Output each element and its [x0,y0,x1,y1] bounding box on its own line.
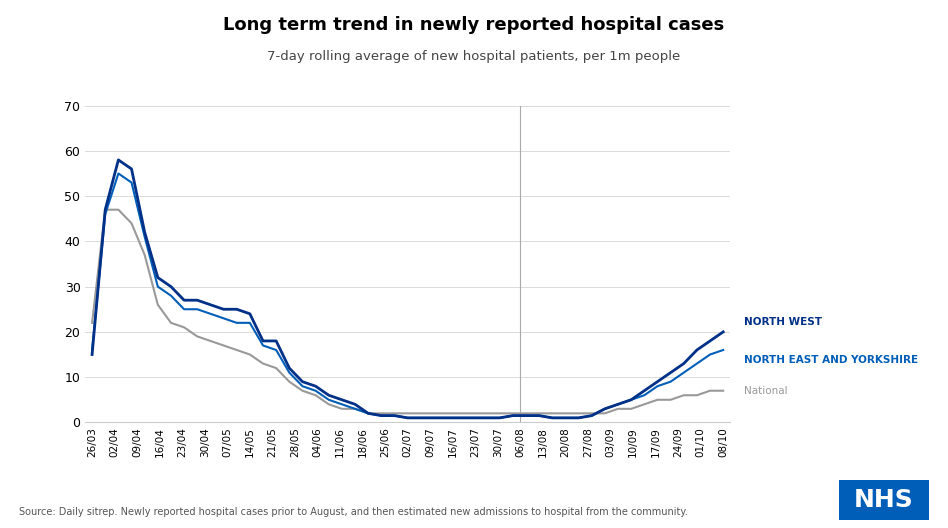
Text: National: National [744,386,788,395]
Text: Long term trend in newly reported hospital cases: Long term trend in newly reported hospit… [224,16,724,34]
Text: NORTH WEST: NORTH WEST [744,317,822,327]
Text: Source: Daily sitrep. Newly reported hospital cases prior to August, and then es: Source: Daily sitrep. Newly reported hos… [19,507,687,517]
Text: NHS: NHS [854,488,914,512]
Text: 7-day rolling average of new hospital patients, per 1m people: 7-day rolling average of new hospital pa… [267,50,681,63]
Text: NORTH EAST AND YORKSHIRE: NORTH EAST AND YORKSHIRE [744,355,919,365]
